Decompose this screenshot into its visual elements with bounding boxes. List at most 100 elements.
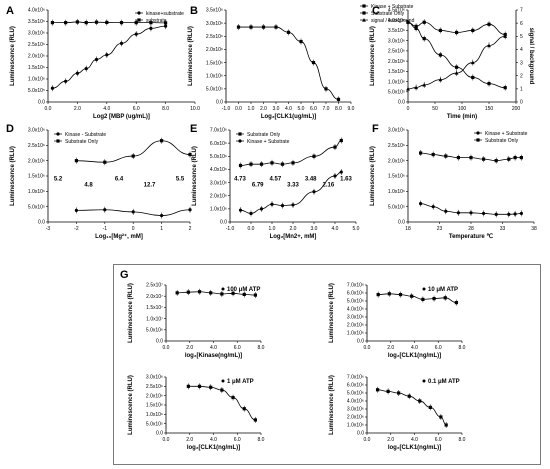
annotation-value: 4.73: [234, 177, 246, 183]
series-line: [238, 26, 339, 100]
x-tick-label: 0.0: [364, 437, 371, 443]
series-0: [186, 383, 258, 423]
data-point: [164, 24, 168, 28]
y-tick-label: 1.0x10⁶: [388, 79, 405, 85]
panel-label: A: [6, 5, 14, 17]
y-tick-label: 2.0x10⁶: [206, 47, 223, 53]
annotation-value: 2.16: [322, 183, 334, 189]
y2-tick-label: 1: [520, 87, 523, 93]
x-tick-label: 3.0: [273, 106, 280, 112]
data-point: [188, 208, 192, 212]
legend-marker: [137, 11, 141, 15]
y-tick-label: 5.0x10⁵: [146, 421, 163, 427]
data-point: [94, 57, 99, 62]
data-point: [209, 291, 213, 295]
data-point: [242, 407, 246, 411]
data-point: [160, 139, 164, 143]
x-axis-label: Log₂[Mn2+, mM]: [270, 234, 317, 240]
y-tick-label: 1.0x10⁶: [206, 73, 223, 79]
x-tick-label: 7.0: [323, 106, 330, 112]
data-point: [299, 39, 303, 44]
x-tick-label: 100: [458, 106, 467, 112]
legend-label: 0.1 μM ATP: [428, 379, 460, 385]
x-tick-label: 200: [512, 106, 521, 112]
y-tick-label: 2.0x10⁶: [28, 158, 45, 164]
y-tick-label: 1.0x10⁷: [146, 316, 163, 322]
data-point: [231, 291, 235, 295]
chart-b: 0.0 5.0x10⁵ 1.0x10⁶ 1.5x10⁶ 2.0x10⁶ 2.5x10⁶ 3.…: [188, 8, 355, 120]
data-point: [407, 394, 411, 398]
y-tick-label: 1.5x10⁶: [388, 174, 405, 180]
x-tick-label: 2.0: [186, 345, 193, 351]
y-tick-label: 5.0x10⁶: [347, 391, 364, 397]
series-kinase-substrate: [238, 169, 343, 217]
data-point: [487, 82, 491, 86]
x-axis-label: Temperature ℃: [449, 233, 494, 240]
series-line: [420, 152, 522, 162]
data-point: [336, 97, 341, 101]
data-point: [414, 85, 418, 90]
data-point: [519, 156, 523, 160]
legend-marker: [422, 379, 426, 383]
legend-marker: [56, 139, 60, 143]
data-point: [439, 415, 443, 419]
x-tick-label: -1: [103, 226, 108, 232]
data-point: [507, 212, 511, 216]
x-tick-label: 0: [407, 106, 410, 112]
data-point: [259, 207, 264, 211]
data-point: [131, 154, 135, 158]
data-point: [487, 22, 491, 26]
data-point: [249, 162, 253, 166]
chart-g4: 0.0 1.0x10⁶ 2.0x10⁶ 3.0x10⁶ 4.0x10⁶ 5.0x10⁶ 6.…: [329, 375, 466, 451]
x-tick-label: -1.0: [222, 106, 231, 112]
legend-label: substrate: [146, 18, 167, 24]
series-substrate-only: [419, 150, 523, 164]
data-point: [513, 212, 517, 216]
y-axis-label: Luminescence (RLU): [10, 26, 16, 86]
data-point: [507, 157, 511, 161]
data-point: [64, 21, 68, 25]
legend-label: Substrate Only: [485, 138, 519, 144]
legend-label: Substrate Only: [65, 139, 99, 145]
data-point: [312, 190, 316, 194]
y-tick-label: 5.0x10⁶: [146, 328, 163, 334]
data-point: [259, 162, 264, 166]
x-tick-label: 0.0: [248, 226, 255, 232]
x-axis-label: Log2 [MBP (ug/mL)]: [93, 114, 150, 120]
y-axis-label: Luminescence (RLU): [329, 283, 335, 343]
data-point: [119, 21, 124, 25]
y-tick-label: 1.0x10⁶: [347, 423, 364, 429]
x-tick-label: 2.0: [387, 345, 394, 351]
data-point: [74, 159, 78, 163]
y-tick-label: 5.0x10⁵: [28, 204, 45, 210]
y-tick-label: 3.0x10⁶: [28, 31, 45, 37]
data-point: [431, 152, 435, 157]
chart-g3: 0.0 5.0x10⁵ 1.0x10⁶ 1.5x10⁶ 2.0x10⁶ 2.5x10⁶ 3.…: [128, 375, 265, 451]
data-point: [286, 30, 291, 34]
annotation-value: 4.57: [269, 177, 281, 183]
y2-tick-label: 2: [520, 73, 523, 79]
data-point: [503, 86, 507, 90]
series-line: [377, 389, 447, 426]
y2-tick-label: 5: [520, 34, 523, 40]
data-point: [456, 156, 460, 160]
panel-label: C: [372, 5, 380, 17]
y-tick-label: 1.0x10⁶: [146, 412, 163, 418]
legend-marker: [362, 11, 366, 15]
series-0: [236, 24, 341, 103]
y-tick-label: 3.0x10⁶: [388, 128, 405, 134]
data-point: [444, 209, 448, 213]
y-tick-label: 1.5x10⁶: [28, 65, 45, 71]
y-tick-label: 4.0x10⁶: [210, 167, 227, 173]
data-point: [470, 60, 475, 65]
y-tick-label: 2.5x10⁶: [28, 143, 45, 149]
y-axis-label: Luminescence (RLU): [329, 375, 335, 435]
x-tick-label: 6.0: [234, 437, 241, 443]
data-point: [406, 86, 410, 91]
y-tick-label: 2.5x10⁷: [146, 283, 163, 289]
y-tick-label: 1.5x10⁶: [146, 403, 163, 409]
data-point: [175, 291, 179, 295]
legend-marker: [422, 287, 426, 291]
chart-f: 0.0 5.0x10⁵ 1.0x10⁶ 1.5x10⁶ 2.0x10⁶ 2.5x10⁶ 3.…: [370, 128, 537, 240]
data-point: [469, 211, 473, 215]
